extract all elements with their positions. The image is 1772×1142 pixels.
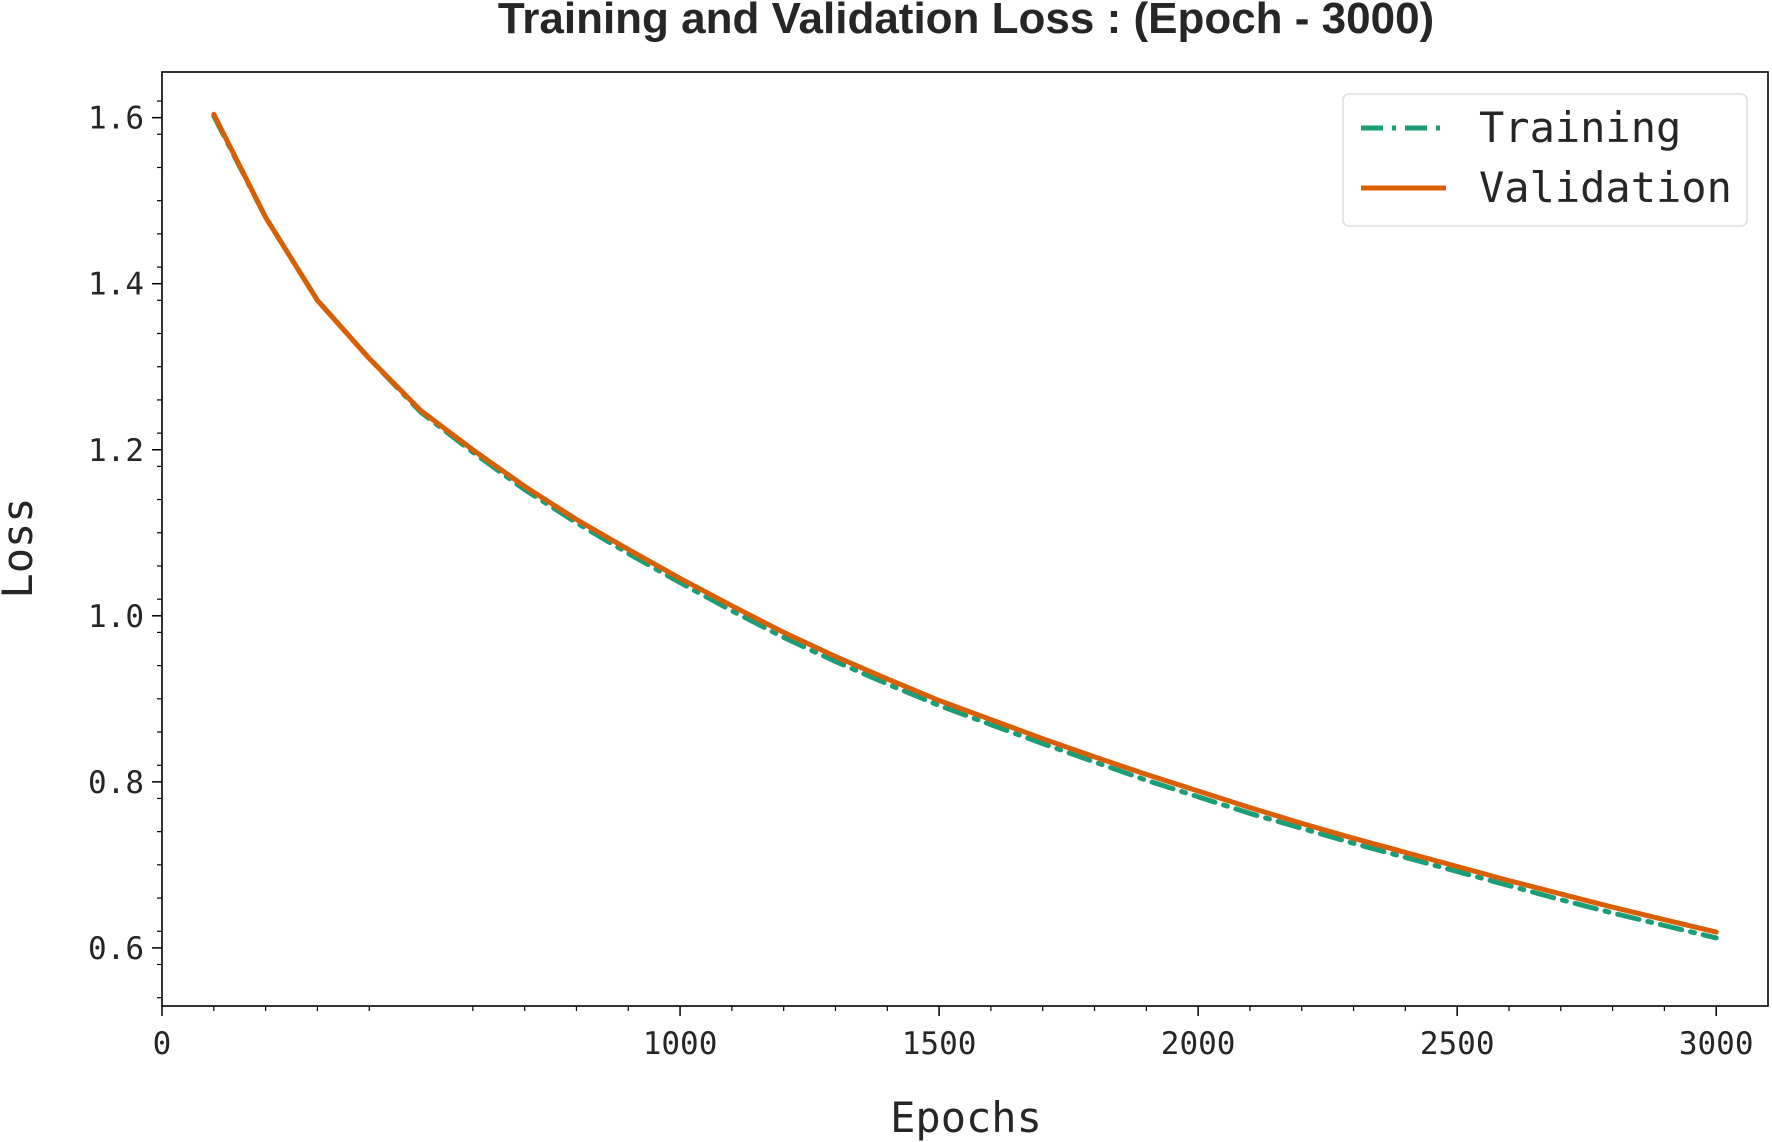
y-tick-label: 1.2 (88, 433, 144, 469)
y-tick-label: 1.6 (88, 101, 144, 137)
x-tick-label: 2000 (1161, 1026, 1236, 1062)
plot-area: 0 1000 1500 2000 2500 3000 0.6 0.8 1.0 1.2 1.4 1.6 (88, 71, 1769, 1062)
x-axis-label: Epochs (890, 1093, 1042, 1142)
legend-box (1342, 93, 1748, 227)
legend-label-validation: Validation (1479, 163, 1732, 212)
x-tick-label: 3000 (1679, 1026, 1754, 1062)
chart-title: Training and Validation Loss : (Epoch - … (498, 0, 1434, 43)
y-tick-label: 0.8 (88, 765, 144, 801)
legend-label-training: Training (1479, 103, 1681, 152)
x-tick-label: 1500 (902, 1026, 977, 1062)
plot-frame (161, 71, 1769, 1007)
y-axis-label: Loss (0, 497, 42, 598)
y-tick-label: 1.4 (88, 267, 144, 303)
legend: Training Validation (1342, 93, 1748, 227)
y-tick-label: 0.6 (88, 931, 144, 967)
series-line-training (211, 113, 1719, 941)
y-tick-label: 1.0 (88, 599, 144, 635)
x-tick-label: 2500 (1420, 1026, 1495, 1062)
x-tick-label: 1000 (643, 1026, 718, 1062)
series-line-validation (211, 111, 1719, 935)
x-tick-label: 0 (153, 1026, 172, 1062)
